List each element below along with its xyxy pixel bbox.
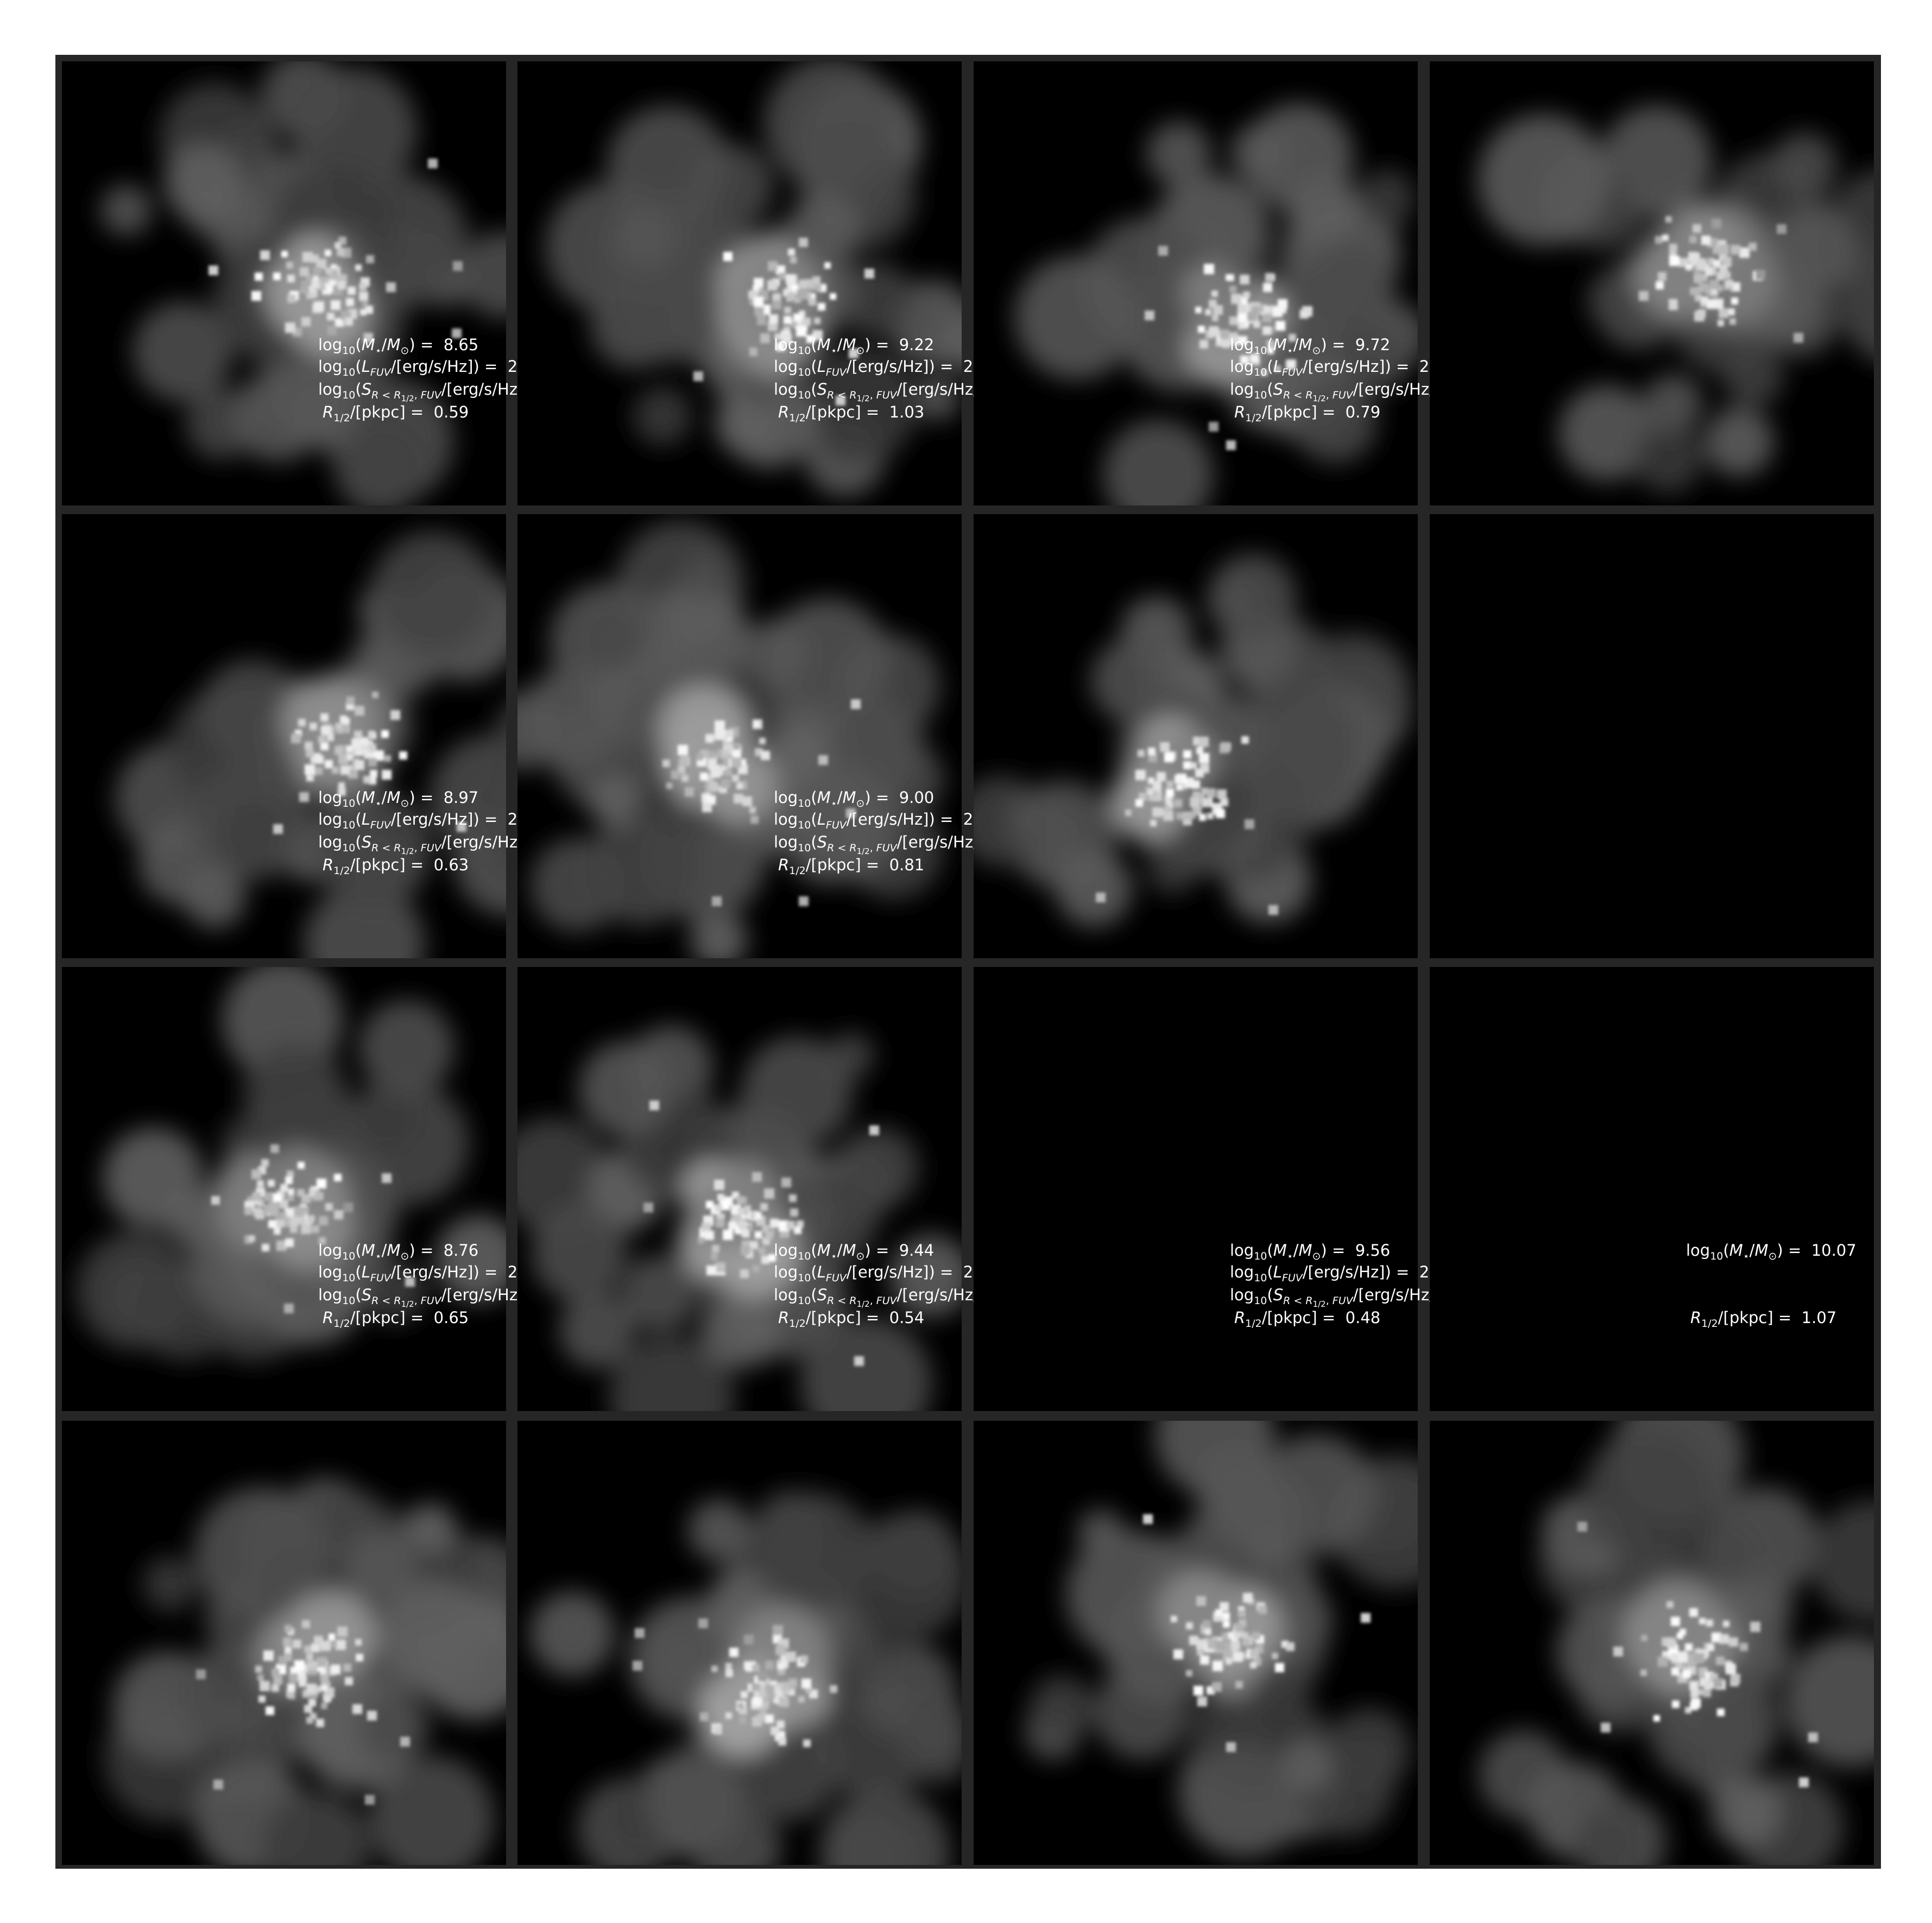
half-light-radius-value: 0.59 [433, 403, 469, 421]
galaxy-panel-r3c4 [1430, 967, 1874, 1411]
half-light-radius-label: R1/2/[pkpc] = 0.48 [1234, 1308, 1381, 1330]
galaxy-panel-r1c2 [517, 61, 962, 505]
galaxy-image [1430, 1421, 1874, 1865]
galaxy-panel-r3c3 [974, 967, 1418, 1411]
half-light-radius-label: R1/2/[pkpc] = 0.63 [323, 856, 469, 877]
stellar-mass-label: log10(M⋆/M⊙) = 9.44 [774, 1241, 935, 1262]
stellar-mass-label: log10(M⋆/M⊙) = 9.56 [1230, 1241, 1391, 1262]
galaxy-image [517, 514, 962, 958]
galaxy-panel-r2c3 [974, 514, 1418, 958]
stellar-mass-value: 9.72 [1355, 336, 1391, 354]
galaxy-image [974, 61, 1418, 505]
stellar-mass-value: 9.44 [899, 1241, 935, 1260]
half-light-radius-value: 0.81 [889, 856, 925, 874]
stellar-mass-value: 10.07 [1811, 1241, 1857, 1260]
galaxy-panel-r4c1 [62, 1421, 506, 1865]
galaxy-panel-r4c2 [517, 1421, 962, 1865]
image-grid: log10(M⋆/M⊙) = 8.65 log10(LFUV/[erg/s/Hz]… [55, 55, 1881, 1869]
half-light-radius-label: R1/2/[pkpc] = 0.54 [778, 1308, 925, 1330]
galaxy-image [62, 1421, 506, 1865]
half-light-radius-value: 0.48 [1345, 1308, 1381, 1327]
annotation-r3c3: log10(M⋆/M⊙) = 9.56 log10(LFUV/[erg/s/Hz]… [1230, 1243, 1719, 1330]
stellar-mass-label: log10(M⋆/M⊙) = 8.76 [318, 1241, 479, 1262]
stellar-mass-value: 8.65 [443, 336, 479, 354]
stellar-mass-label: log10(M⋆/M⊙) = 8.97 [318, 788, 479, 809]
half-light-radius-value: 0.79 [1345, 403, 1381, 421]
galaxy-image [974, 514, 1418, 958]
half-light-radius-value: 0.54 [889, 1308, 925, 1327]
galaxy-image [974, 1421, 1418, 1865]
annotation-r3c4: log10(M⋆/M⊙) = 10.07 R1/2/[pkpc] = 1.07 [1686, 1243, 1881, 1330]
stellar-mass-value: 9.56 [1355, 1241, 1391, 1260]
galaxy-image [62, 967, 506, 1411]
galaxy-panel-r3c2 [517, 967, 962, 1411]
galaxy-image [517, 61, 962, 505]
galaxy-image [62, 61, 506, 505]
fuv-luminosity-label: log10(LFUV/[erg/s/Hz]) = 28.16 [318, 359, 553, 378]
galaxy-panel-r2c4 [1430, 514, 1874, 958]
half-light-radius-label: R1/2/[pkpc] = 0.59 [323, 403, 469, 424]
empty-galaxy-image [974, 967, 1418, 1411]
half-light-radius-label: R1/2/[pkpc] = 0.79 [1234, 403, 1381, 424]
stellar-mass-label: log10(M⋆/M⊙) = 9.72 [1230, 336, 1391, 357]
stellar-mass-value: 8.76 [443, 1241, 479, 1260]
empty-galaxy-image [1430, 967, 1874, 1411]
half-light-radius-label: R1/2/[pkpc] = 0.65 [323, 1308, 469, 1330]
galaxy-panel-r2c2 [517, 514, 962, 958]
galaxy-panel-r4c3 [974, 1421, 1418, 1865]
stellar-mass-label: log10(M⋆/M⊙) = 8.65 [318, 336, 479, 357]
galaxy-panel-r1c3 [974, 61, 1418, 505]
empty-galaxy-image [1430, 514, 1874, 958]
stellar-mass-value: 9.00 [899, 788, 935, 807]
stellar-mass-label: log10(M⋆/M⊙) = 9.22 [774, 336, 935, 357]
half-light-radius-value: 0.63 [433, 856, 469, 874]
half-light-radius-value: 0.65 [433, 1308, 469, 1327]
stellar-mass-value: 9.22 [899, 336, 935, 354]
galaxy-panel-r4c4 [1430, 1421, 1874, 1865]
galaxy-panel-r1c4 [1430, 61, 1874, 505]
galaxy-panel-r1c1 [62, 61, 506, 505]
galaxy-panel-r3c1 [62, 967, 506, 1411]
stellar-mass-label: log10(M⋆/M⊙) = 10.07 [1686, 1241, 1857, 1262]
stellar-mass-label: log10(M⋆/M⊙) = 9.00 [774, 788, 935, 809]
galaxy-image [517, 967, 962, 1411]
half-light-radius-value: 1.03 [889, 403, 925, 421]
galaxy-image [62, 514, 506, 958]
galaxy-image [1430, 61, 1874, 505]
half-light-radius-label: R1/2/[pkpc] = 0.81 [778, 856, 925, 877]
galaxy-image [517, 1421, 962, 1865]
galaxy-panel-r2c1 [62, 514, 506, 958]
half-light-radius-label: R1/2/[pkpc] = 1.03 [778, 403, 925, 424]
half-light-radius-value: 1.07 [1801, 1308, 1837, 1327]
half-light-radius-label: R1/2/[pkpc] = 1.07 [1690, 1308, 1837, 1330]
stellar-mass-value: 8.97 [443, 788, 479, 807]
